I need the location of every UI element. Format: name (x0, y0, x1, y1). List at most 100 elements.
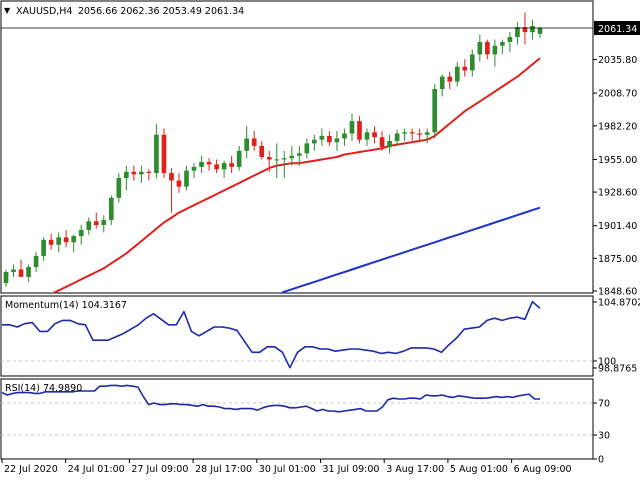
candle[interactable] (78, 224, 84, 245)
candle[interactable] (492, 39, 498, 67)
candle[interactable] (469, 49, 475, 77)
candle[interactable] (507, 32, 513, 52)
candle[interactable] (56, 232, 61, 253)
candle[interactable] (161, 128, 167, 179)
candle[interactable] (522, 12, 528, 45)
candle[interactable] (101, 215, 107, 233)
candle[interactable] (274, 143, 280, 179)
current-price-tag: 2061.34 (598, 24, 637, 35)
candle[interactable] (515, 22, 520, 45)
momentum-panel[interactable] (0, 295, 594, 377)
candle[interactable] (319, 128, 325, 146)
candle[interactable] (439, 74, 445, 97)
candle[interactable] (229, 155, 234, 174)
candle[interactable] (477, 34, 483, 62)
candle-body (18, 269, 24, 277)
candle[interactable] (93, 212, 99, 229)
candle[interactable] (327, 131, 332, 146)
candle-body (56, 237, 61, 245)
candle[interactable] (154, 123, 159, 179)
candle-body (500, 42, 505, 46)
candle[interactable] (71, 234, 77, 253)
dropdown-arrow-icon[interactable]: ▼ (4, 6, 11, 15)
candle[interactable] (417, 128, 422, 141)
series-line (279, 206, 541, 293)
candle[interactable] (244, 126, 250, 159)
candle[interactable] (26, 264, 31, 282)
candle[interactable] (289, 145, 295, 166)
candle[interactable] (48, 233, 54, 250)
rsi-axis: 70 30 0 (593, 399, 610, 466)
candle[interactable] (199, 155, 204, 174)
candle[interactable] (296, 145, 302, 166)
candle[interactable] (454, 61, 460, 87)
candle[interactable] (364, 128, 370, 146)
candle[interactable] (146, 169, 152, 181)
candle-body (507, 37, 513, 43)
candle[interactable] (251, 131, 257, 151)
candle[interactable] (63, 229, 69, 248)
candle[interactable] (18, 259, 24, 277)
candle[interactable] (41, 237, 46, 261)
candle[interactable] (124, 165, 129, 191)
candle-body (93, 221, 99, 225)
candle[interactable] (485, 39, 490, 60)
candle[interactable] (349, 113, 355, 141)
candle[interactable] (206, 158, 212, 171)
time-tick-label: 3 Aug 17:00 (386, 464, 444, 475)
price-tick-label: 1982.20 (598, 121, 637, 132)
candle[interactable] (214, 159, 219, 174)
candle[interactable] (33, 252, 39, 272)
candle[interactable] (116, 173, 122, 203)
candle[interactable] (3, 269, 9, 287)
series-line (1, 384, 540, 413)
candle[interactable] (432, 84, 438, 139)
candle[interactable] (266, 150, 272, 172)
candle-body (417, 133, 422, 135)
candle[interactable] (357, 116, 362, 144)
candle[interactable] (394, 129, 400, 146)
candle[interactable] (342, 128, 347, 146)
price-tick-label: 1955.00 (598, 155, 637, 166)
candle[interactable] (304, 138, 310, 159)
candle[interactable] (281, 150, 287, 179)
candle[interactable] (259, 140, 265, 160)
candle[interactable] (312, 134, 317, 151)
candle-body (154, 134, 159, 174)
candle[interactable] (184, 165, 189, 191)
candle[interactable] (409, 128, 415, 141)
candle-body (116, 178, 122, 198)
candle-body (71, 236, 77, 243)
candle[interactable] (334, 131, 340, 151)
candle[interactable] (11, 264, 16, 277)
candle-body (530, 25, 535, 33)
candle[interactable] (379, 131, 385, 151)
candle[interactable] (191, 163, 197, 179)
candle[interactable] (402, 128, 407, 141)
candle[interactable] (530, 19, 535, 40)
candle[interactable] (131, 165, 137, 181)
candle-body (236, 150, 242, 167)
candle-body (522, 27, 528, 33)
candle[interactable] (372, 126, 377, 144)
candle[interactable] (236, 145, 242, 171)
candle[interactable] (462, 59, 468, 77)
candle-body (394, 133, 400, 141)
candle[interactable] (447, 71, 453, 89)
candle[interactable] (108, 195, 114, 225)
candle[interactable] (221, 160, 227, 179)
candle-body (11, 269, 16, 272)
candle[interactable] (387, 134, 392, 154)
candle[interactable] (500, 39, 505, 55)
candlestick-series[interactable] (3, 12, 543, 287)
candle[interactable] (169, 168, 174, 213)
candle[interactable] (537, 26, 543, 38)
rsi-panel[interactable] (0, 378, 594, 460)
candle-body (124, 171, 129, 179)
time-tick-label: 30 Jul 01:00 (259, 464, 316, 475)
candle[interactable] (86, 217, 92, 235)
candle[interactable] (176, 173, 182, 193)
candle[interactable] (424, 128, 430, 144)
candle[interactable] (139, 165, 144, 183)
